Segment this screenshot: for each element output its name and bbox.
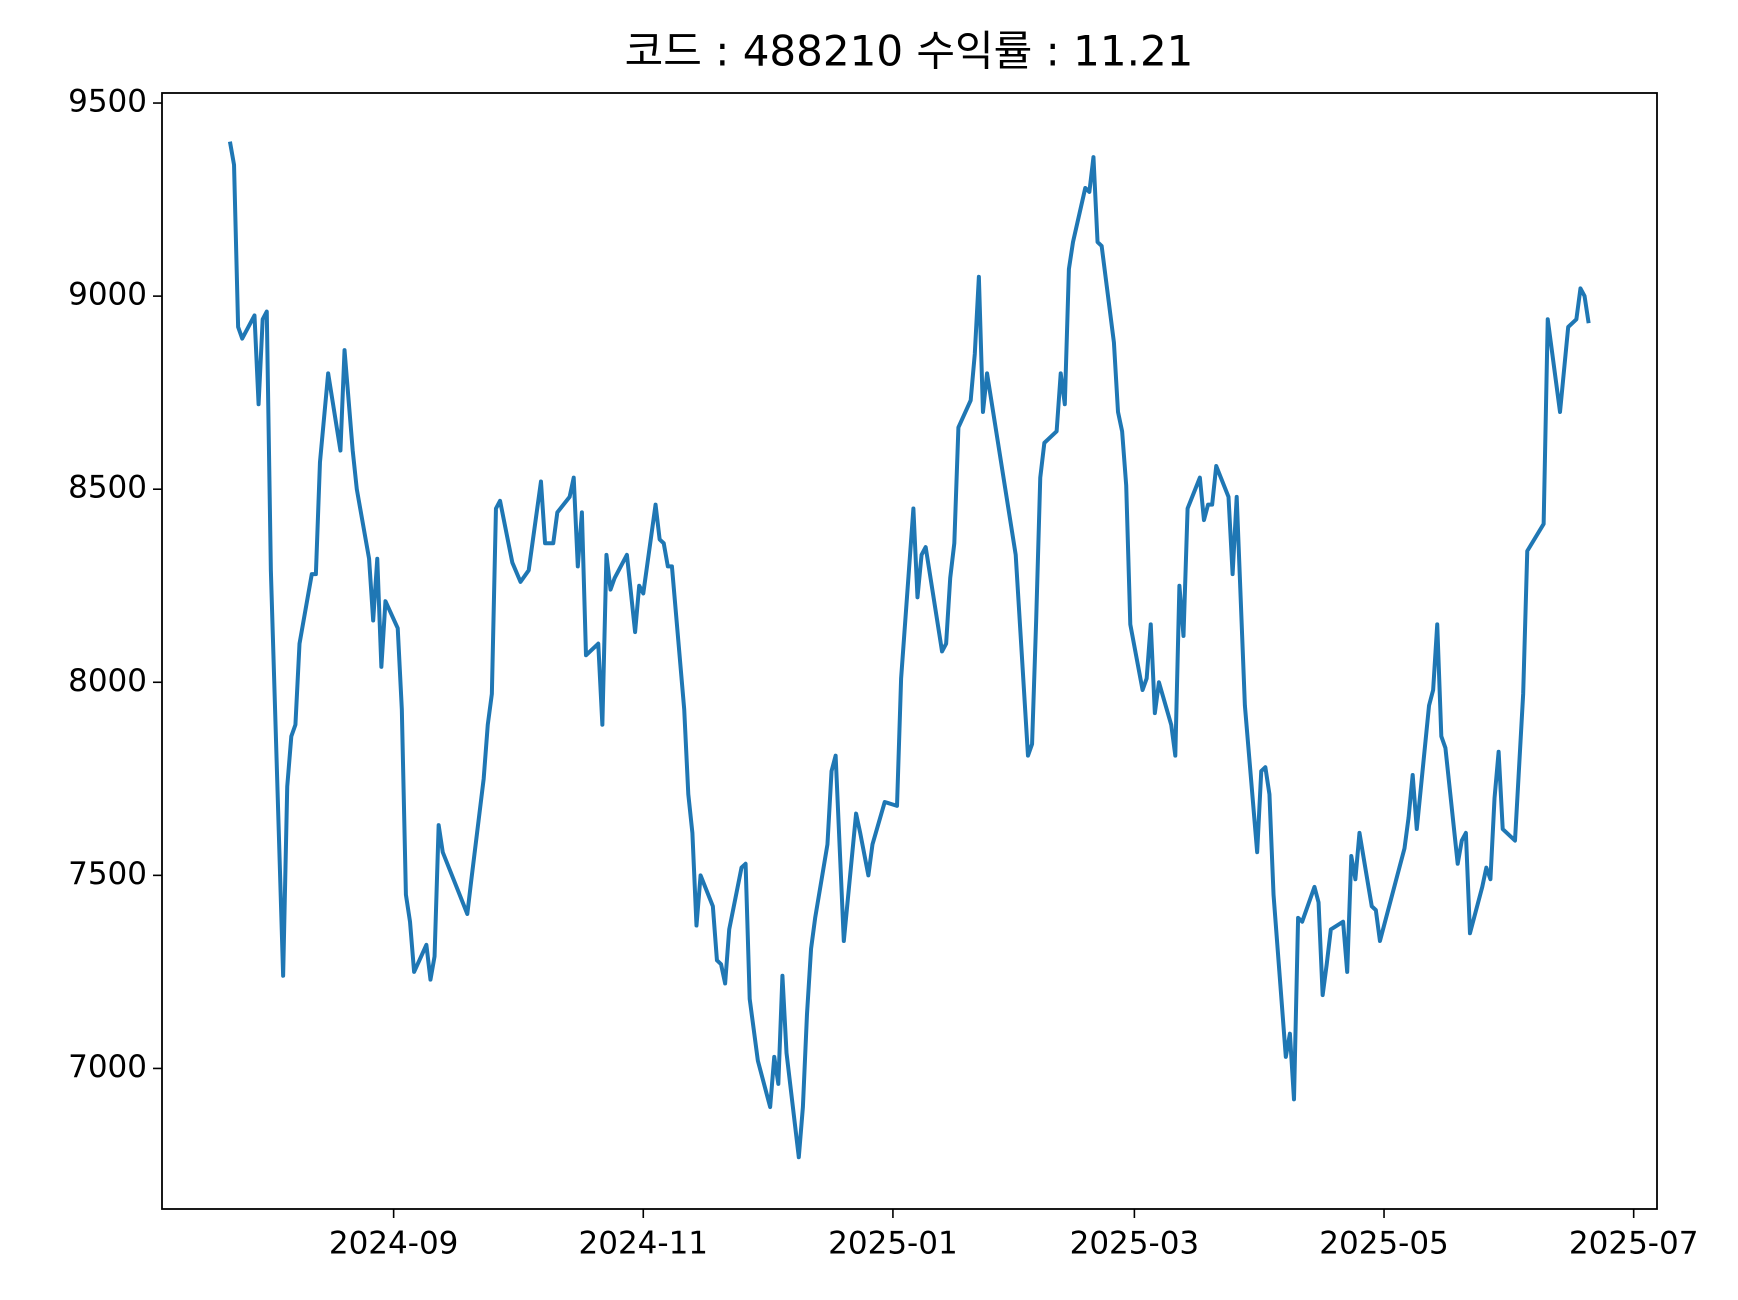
x-tick-label: 2025-01 [828, 1226, 958, 1262]
chart-title: 코드 : 488210 수익률 : 11.21 [625, 27, 1194, 76]
y-tick-label: 7000 [68, 1049, 147, 1085]
y-tick-label: 9500 [68, 84, 147, 120]
y-tick-label: 9000 [68, 277, 147, 313]
x-tick-label: 2025-03 [1070, 1226, 1200, 1262]
plot-frame [161, 92, 1658, 1210]
x-tick-label: 2025-05 [1319, 1226, 1449, 1262]
y-tick-label: 8500 [68, 470, 147, 506]
x-tick-label: 2025-07 [1569, 1226, 1699, 1262]
y-tick-label: 8000 [68, 663, 147, 699]
y-tick-label: 7500 [68, 856, 147, 892]
x-tick-label: 2024-11 [579, 1226, 709, 1262]
price-line [227, 141, 1591, 1160]
x-tick-label: 2024-09 [329, 1226, 459, 1262]
